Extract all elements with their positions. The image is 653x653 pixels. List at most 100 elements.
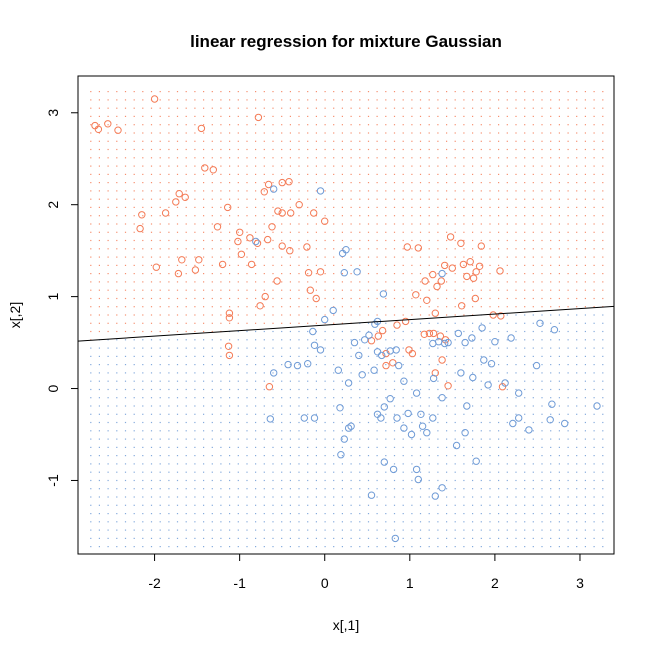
grid-dot [498, 537, 500, 539]
grid-dot [272, 364, 274, 366]
grid-dot [203, 504, 205, 506]
grid-dot [524, 115, 526, 117]
grid-dot [159, 314, 161, 316]
grid-dot [498, 264, 500, 266]
grid-dot [515, 339, 517, 341]
orange-point [437, 277, 445, 285]
grid-dot [289, 273, 291, 275]
grid-dot [393, 546, 396, 548]
grid-dot [541, 173, 543, 175]
grid-dot [298, 397, 300, 399]
grid-dot [281, 397, 283, 399]
grid-dot [263, 521, 265, 523]
grid-dot [116, 372, 118, 374]
orange-point [471, 294, 479, 303]
grid-dot [185, 306, 187, 308]
grid-dot [541, 504, 543, 506]
grid-dot [402, 115, 404, 117]
grid-dot [107, 504, 109, 506]
grid-dot [359, 479, 361, 482]
grid-dot [506, 231, 508, 233]
grid-dot [229, 297, 231, 300]
grid-dot [402, 306, 404, 308]
grid-dot [246, 438, 248, 440]
grid-dot [90, 248, 92, 250]
grid-dot [124, 413, 127, 415]
grid-dot [419, 306, 422, 308]
grid-dot [472, 239, 474, 242]
grid-dot [263, 438, 265, 440]
grid-dot [237, 273, 239, 275]
grid-dot [593, 173, 595, 175]
grid-dot [576, 223, 578, 225]
grid-dot [602, 173, 604, 175]
grid-dot [463, 91, 465, 93]
grid-dot [419, 231, 422, 233]
grid-dot [90, 463, 92, 465]
grid-dot [576, 430, 578, 432]
grid-dot [472, 438, 474, 440]
grid-dot [411, 223, 413, 225]
grid-dot [142, 455, 144, 457]
grid-dot [463, 421, 465, 424]
grid-dot [446, 430, 448, 432]
orange-point [433, 282, 441, 291]
grid-dot [246, 314, 248, 316]
grid-dot [185, 91, 187, 93]
grid-dot [124, 405, 127, 407]
grid-dot [272, 380, 274, 382]
grid-dot [333, 140, 335, 142]
grid-dot [524, 314, 526, 316]
grid-dot [446, 504, 448, 506]
grid-dot [107, 124, 109, 126]
grid-dot [385, 438, 387, 440]
grid-dot [341, 115, 343, 117]
grid-dot [350, 239, 352, 242]
grid-dot [341, 488, 343, 490]
grid-dot [315, 124, 317, 126]
grid-dot [341, 513, 343, 515]
grid-dot [107, 463, 109, 465]
grid-dot [272, 504, 274, 506]
grid-dot [90, 256, 92, 258]
grid-dot [463, 115, 465, 117]
grid-dot [411, 248, 413, 250]
grid-dot [298, 148, 300, 151]
grid-dot [385, 281, 387, 283]
grid-dot [90, 215, 92, 217]
grid-dot [194, 546, 196, 548]
grid-dot [576, 182, 578, 184]
grid-dot [489, 413, 491, 415]
grid-dot [532, 463, 534, 465]
grid-dot [463, 297, 465, 300]
grid-dot [176, 264, 179, 266]
grid-dot [532, 330, 534, 333]
grid-dot [281, 99, 283, 101]
grid-dot [541, 157, 543, 159]
grid-dot [359, 496, 361, 498]
grid-dot [341, 413, 343, 415]
grid-dot [220, 364, 222, 366]
grid-dot [333, 430, 335, 432]
grid-dot [229, 281, 231, 283]
grid-dot [116, 529, 118, 531]
grid-dot [506, 513, 508, 515]
grid-dot [237, 364, 239, 366]
grid-dot [498, 438, 500, 440]
grid-dot [142, 99, 144, 101]
grid-dot [176, 330, 179, 333]
blue-point [336, 404, 344, 412]
blue-point [452, 441, 461, 450]
blue-point [546, 416, 554, 424]
grid-dot [124, 173, 127, 175]
grid-dot [272, 264, 274, 266]
grid-dot [393, 107, 396, 109]
grid-dot [385, 513, 387, 515]
grid-dot [376, 124, 378, 126]
grid-dot [168, 297, 170, 300]
orange-point [236, 228, 244, 237]
grid-dot [272, 513, 274, 515]
grid-dot [524, 438, 526, 440]
grid-dot [489, 264, 491, 266]
grid-dot [220, 239, 222, 242]
